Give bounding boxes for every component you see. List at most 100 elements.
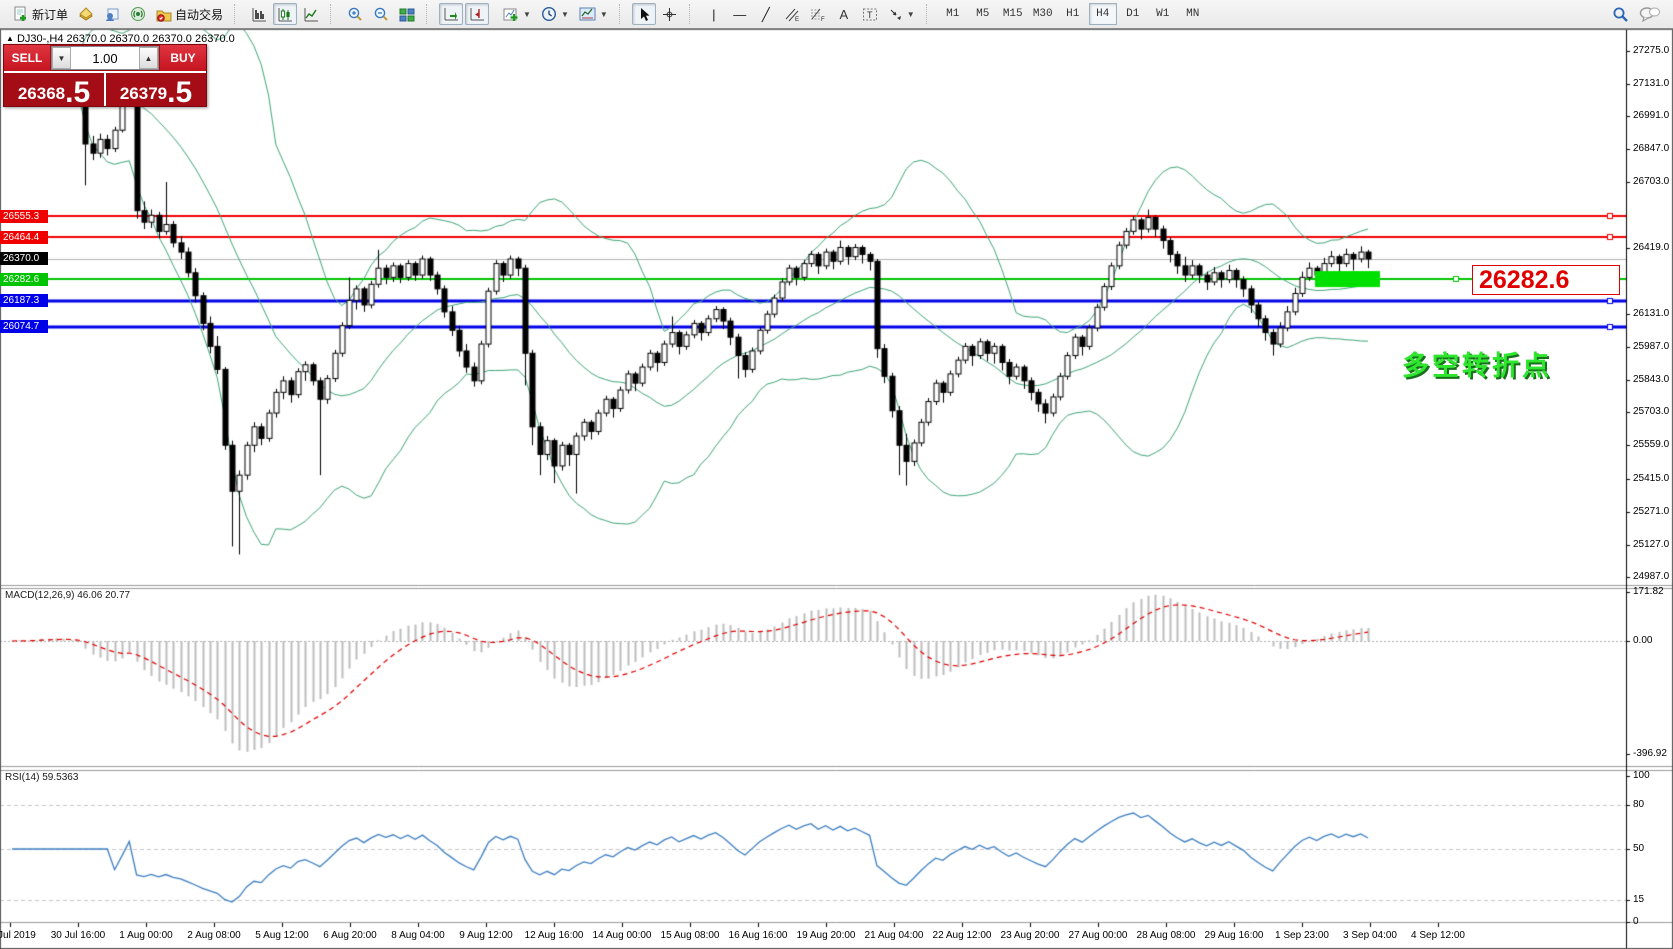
tile-windows-button[interactable] xyxy=(395,3,419,25)
level-price-chip: 26464.4 xyxy=(0,230,48,244)
timeframe-m30[interactable]: M30 xyxy=(1032,8,1053,20)
rsi-tick: 80 xyxy=(1633,799,1645,811)
rsi-value: 59.5363 xyxy=(42,772,79,783)
timeframe-m15[interactable]: M15 xyxy=(1002,8,1023,20)
line-chart-button[interactable] xyxy=(299,3,323,25)
toolbar-separator xyxy=(330,4,336,24)
bar-chart-button[interactable] xyxy=(247,3,271,25)
price-tick: 25127.0 xyxy=(1633,538,1670,550)
volume-increase-button[interactable]: ▲ xyxy=(139,47,158,69)
level-price-chip: 26187.3 xyxy=(0,294,48,308)
time-tick: 14 Aug 00:00 xyxy=(592,930,652,941)
horizontal-line-button[interactable]: — xyxy=(728,3,752,25)
time-tick: 4 Sep 12:00 xyxy=(1411,930,1465,941)
vertical-line-button[interactable]: | xyxy=(702,3,726,25)
tile-windows-icon xyxy=(399,8,415,21)
rsi-tick: 0 xyxy=(1633,916,1639,927)
price-tick: 25703.0 xyxy=(1633,406,1670,418)
new-order-button[interactable]: 新订单 xyxy=(9,3,72,25)
text-label-button[interactable]: T xyxy=(858,3,882,25)
fibonacci-button[interactable]: F xyxy=(806,3,830,25)
equidistant-channel-icon: E xyxy=(785,8,799,22)
bid-price[interactable]: 26368 .5 xyxy=(4,73,106,107)
autotrading-button[interactable]: 自动交易 xyxy=(152,3,227,25)
time-tick: 22 Aug 12:00 xyxy=(932,930,992,941)
timeframe-d1[interactable]: D1 xyxy=(1126,8,1140,20)
timeframe-h4[interactable]: H4 xyxy=(1088,3,1117,25)
cursor-icon xyxy=(640,7,650,21)
timeframe-h1[interactable]: H1 xyxy=(1066,8,1080,20)
time-tick: 16 Aug 16:00 xyxy=(728,930,788,941)
zoom-out-button[interactable] xyxy=(369,3,393,25)
templates-button[interactable]: ▼ xyxy=(575,3,612,25)
new-chart-button[interactable] xyxy=(74,3,98,25)
symbol-period-label: DJ30-,H4 xyxy=(16,33,64,45)
sell-button[interactable]: SELL xyxy=(4,45,50,71)
time-tick: 2 Aug 08:00 xyxy=(187,930,241,941)
timeframe-mn[interactable]: MN xyxy=(1186,8,1200,20)
time-tick: 12 Aug 16:00 xyxy=(524,930,584,941)
dropdown-arrow-icon: ▼ xyxy=(599,9,608,19)
trendline-button[interactable]: ╱ xyxy=(754,3,778,25)
time-tick: 30 Jul 16:00 xyxy=(50,930,106,941)
time-tick: 1 Sep 23:00 xyxy=(1275,930,1329,941)
toolbar-separator xyxy=(426,4,432,24)
profiles-icon xyxy=(106,8,119,21)
crosshair-icon xyxy=(663,7,677,21)
time-tick: 1 Aug 00:00 xyxy=(119,930,173,941)
signals-button[interactable] xyxy=(126,3,150,25)
rsi-tick: 15 xyxy=(1633,894,1645,906)
buy-button[interactable]: BUY xyxy=(160,45,206,71)
time-tick: 29 Jul 2019 xyxy=(0,930,36,941)
autotrading-label: 自动交易 xyxy=(175,7,224,22)
crosshair-button[interactable] xyxy=(658,3,682,25)
new-order-icon xyxy=(14,6,26,21)
text-label-icon: T xyxy=(862,8,877,20)
timeframe-group: M1 M5 M15 M30 H1 H4 D1 W1 MN xyxy=(934,3,1212,25)
arrows-button[interactable]: ▼ xyxy=(884,3,919,25)
volume-input[interactable]: 1.00 xyxy=(92,50,118,66)
cursor-button[interactable] xyxy=(631,3,656,25)
level-price-chip: 26555.3 xyxy=(0,209,48,223)
macd-label: MACD(12,26,9) 46.06 20.77 xyxy=(5,590,130,601)
periods-button[interactable]: ▼ xyxy=(537,3,573,25)
candlestick-button[interactable] xyxy=(273,3,298,25)
ohlc-values: 26370.0 26370.0 26370.0 26370.0 xyxy=(66,33,235,45)
auto-scroll-icon xyxy=(444,7,458,20)
auto-scroll-button[interactable] xyxy=(439,3,464,25)
svg-text:F: F xyxy=(821,17,825,22)
volume-decrease-button[interactable]: ▼ xyxy=(52,47,71,69)
channel-button[interactable]: E xyxy=(780,3,804,25)
signals-icon xyxy=(131,7,146,21)
chart-shift-button[interactable] xyxy=(465,3,490,25)
indicators-button[interactable]: ▼ xyxy=(499,3,535,25)
level-price-chip: 26074.7 xyxy=(0,320,48,334)
rsi-tick: 50 xyxy=(1633,843,1645,854)
toolbar-separator xyxy=(234,4,240,24)
search-icon[interactable] xyxy=(1612,6,1629,23)
chat-icon[interactable] xyxy=(1639,6,1661,22)
price-tick: 27131.0 xyxy=(1633,77,1670,89)
one-click-trading-panel: SELL ▼ 1.00 ▲ BUY 26368 .5 26379 .5 xyxy=(3,44,207,107)
price-callout-box[interactable]: 26282.6 xyxy=(1472,265,1620,295)
pivot-note-text[interactable]: 多空转折点 xyxy=(1402,351,1552,381)
line-chart-icon xyxy=(304,7,318,21)
profiles-button[interactable] xyxy=(100,3,124,25)
autotrading-icon xyxy=(156,10,172,22)
macd-values: 46.06 20.77 xyxy=(77,590,131,601)
rsi-label: RSI(14) 59.5363 xyxy=(5,772,78,783)
time-tick: 8 Aug 04:00 xyxy=(391,930,445,941)
ask-price[interactable]: 26379 .5 xyxy=(106,73,206,106)
text-button[interactable]: A xyxy=(832,3,856,25)
collapse-arrow-icon[interactable]: ▲ xyxy=(6,34,14,43)
periods-clock-icon xyxy=(541,6,556,22)
fibonacci-icon: F xyxy=(810,8,825,22)
timeframe-m1[interactable]: M1 xyxy=(946,8,960,20)
vertical-line-icon: | xyxy=(712,6,716,22)
zoom-in-button[interactable] xyxy=(343,3,367,25)
timeframe-w1[interactable]: W1 xyxy=(1156,8,1170,20)
zoom-out-icon xyxy=(374,7,388,21)
timeframe-m5[interactable]: M5 xyxy=(976,8,990,20)
dropdown-arrow-icon: ▼ xyxy=(906,9,915,19)
